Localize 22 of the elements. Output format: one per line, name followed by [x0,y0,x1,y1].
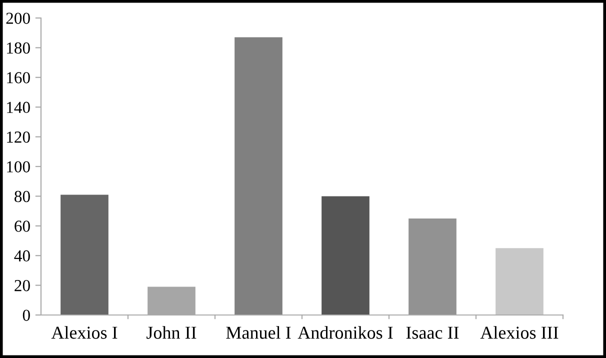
bar [408,218,456,315]
y-tick-label: 120 [7,132,30,143]
y-tick-label: 80 [14,190,30,202]
y-tick-label: 0 [22,310,30,321]
y-tick-label: 200 [6,12,30,24]
y-tick-label: 180 [7,42,30,54]
x-tick-label: John II [146,326,196,339]
x-tick-label: Alexios I [51,326,118,339]
bar [60,194,108,315]
y-tick-label: 20 [14,280,30,292]
x-tick-label: Manuel I [226,326,291,339]
x-tick-label: Isaac II [406,326,459,339]
x-tick-label: Alexios III [480,326,558,339]
bar [234,37,282,315]
bar [322,196,370,315]
y-tick-label: 60 [14,220,30,232]
bar [496,248,544,315]
x-tick-label: Andronikos I [298,326,393,339]
y-tick-label: 140 [7,102,30,114]
y-tick-label: 100 [7,161,30,172]
y-tick-label: 160 [7,72,30,84]
y-tick-label: 40 [14,250,30,262]
